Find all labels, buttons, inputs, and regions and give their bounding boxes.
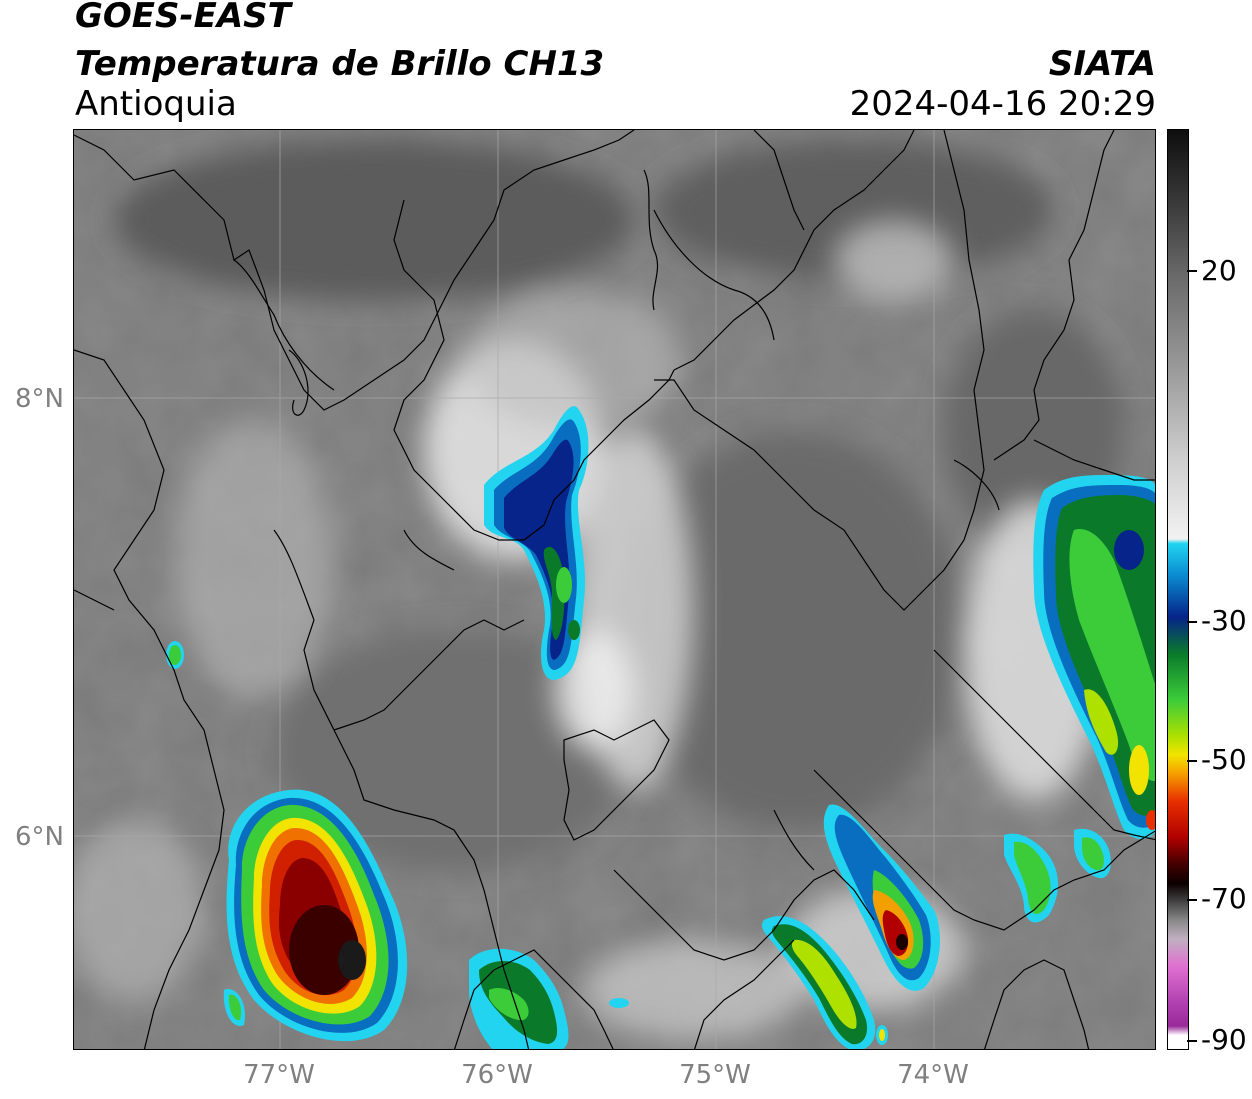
colorbar-label: -30 xyxy=(1201,604,1247,637)
storm-central xyxy=(484,406,589,680)
colorbar-tick xyxy=(1187,1040,1197,1042)
datetime-label: 2024-04-16 20:29 xyxy=(849,84,1156,124)
temperature-colorbar xyxy=(1167,129,1189,1050)
colorbar-tick xyxy=(1187,621,1197,623)
colorbar-label: -50 xyxy=(1201,743,1247,776)
map-svg xyxy=(74,130,1155,1049)
colorbar-tick xyxy=(1187,760,1197,762)
colorbar-tick xyxy=(1187,270,1197,272)
organization-label: SIATA xyxy=(1048,44,1156,84)
product-subtitle: Temperatura de Brillo CH13 xyxy=(75,44,605,84)
storm-southeast xyxy=(166,641,1111,1049)
storm-southwest xyxy=(223,789,408,1042)
colorbar-tick xyxy=(1187,899,1197,901)
product-title: GOES-EAST xyxy=(75,0,291,36)
lon-tick-label: 75°W xyxy=(679,1060,751,1090)
colorbar-label: -70 xyxy=(1201,882,1247,915)
political-boundaries xyxy=(74,130,1155,1049)
lat-tick-label: 6°N xyxy=(15,822,64,852)
lon-tick-label: 74°W xyxy=(897,1060,969,1090)
lon-tick-label: 76°W xyxy=(461,1060,533,1090)
lon-tick-label: 77°W xyxy=(243,1060,315,1090)
storm-east xyxy=(1033,475,1155,839)
region-label: Antioquia xyxy=(75,84,237,124)
satellite-map xyxy=(73,129,1156,1050)
colorbar-label: 20 xyxy=(1201,254,1237,287)
colorbar-label: -90 xyxy=(1201,1023,1247,1056)
lat-tick-label: 8°N xyxy=(15,384,64,414)
